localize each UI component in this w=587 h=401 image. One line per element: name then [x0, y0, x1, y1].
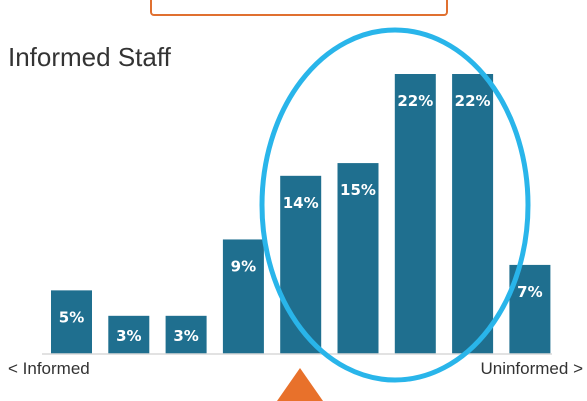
highlight-ellipse	[259, 27, 531, 383]
bar-label-1: 5%	[59, 308, 84, 326]
bar-7	[394, 74, 436, 354]
bar-label-8: 22%	[455, 92, 491, 110]
bars-layer: 5% 3% 3% 9% 14% 15% 22% 22% 7%	[51, 74, 551, 354]
bar-8	[452, 74, 494, 354]
bar-label-2: 3%	[116, 327, 141, 345]
bar-label-3: 3%	[173, 327, 198, 345]
bar-label-7: 22%	[397, 92, 433, 110]
bar-label-4: 9%	[231, 257, 256, 275]
bar-6	[337, 163, 379, 354]
bar-1	[51, 290, 92, 354]
bar-label-6: 15%	[340, 181, 376, 199]
bar-label-5: 14%	[283, 194, 319, 212]
axis-label-uninformed: Uninformed >	[480, 359, 583, 378]
axis-label-informed: < Informed	[8, 359, 90, 378]
bar-3	[165, 315, 207, 354]
bar-4	[222, 239, 264, 354]
bar-2	[108, 315, 150, 354]
position-marker-triangle	[277, 368, 323, 401]
header-banner	[150, 0, 448, 16]
chart-title: Informed Staff	[8, 42, 171, 72]
bar-label-9: 7%	[517, 283, 542, 301]
